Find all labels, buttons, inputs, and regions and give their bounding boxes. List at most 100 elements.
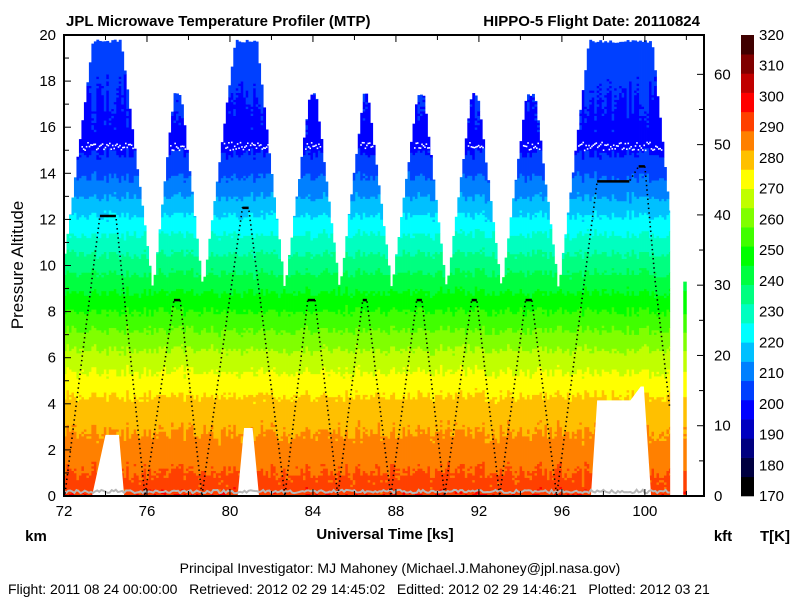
heatmap-cell: [320, 272, 324, 292]
tropopause-marker: [318, 143, 320, 146]
heatmap-cell: [126, 463, 130, 467]
heatmap-cell: [83, 429, 87, 432]
heatmap-cell: [467, 233, 471, 252]
heatmap-cell: [626, 392, 630, 395]
heatmap-cell: [300, 156, 304, 179]
heatmap-cell: [554, 272, 558, 294]
heatmap-cell: [377, 267, 381, 292]
heatmap-cell: [215, 394, 219, 439]
heatmap-cell: [641, 214, 645, 232]
heatmap-cell: [417, 346, 421, 368]
heatmap-cell: [462, 196, 466, 213]
heatmap-cell: [367, 373, 371, 400]
tropopause-marker: [361, 141, 364, 144]
heatmap-cell: [345, 304, 349, 329]
heatmap-cell: [517, 399, 520, 432]
heatmap-cell: [93, 41, 97, 112]
heatmap-cell: [614, 311, 618, 331]
heatmap-cell: [464, 200, 468, 218]
heatmap-cell: [213, 201, 217, 216]
heatmap-cell: [484, 219, 488, 223]
heatmap-cell: [387, 274, 391, 292]
heatmap-cell: [96, 237, 100, 259]
heatmap-cell: [345, 236, 349, 252]
heatmap-cell: [265, 429, 269, 471]
heatmap-cell: [123, 70, 127, 75]
heatmap-cell: [482, 230, 486, 248]
heatmap-cell: [228, 396, 232, 425]
heatmap-cell: [345, 348, 349, 368]
heatmap-cell: [126, 108, 130, 112]
heatmap-cell: [589, 177, 593, 202]
heatmap-cell: [118, 81, 122, 84]
heatmap-cell: [265, 235, 269, 252]
heatmap-cell: [310, 274, 314, 296]
heatmap-cell: [126, 461, 130, 465]
heatmap-cell: [317, 433, 321, 476]
heatmap-cell: [161, 394, 164, 428]
heatmap-cell: [656, 295, 660, 312]
heatmap-cell: [113, 104, 117, 114]
heatmap-cell: [522, 157, 525, 176]
heatmap-cell: [148, 309, 152, 326]
heatmap-cell: [118, 316, 122, 333]
heatmap-cell: [173, 429, 177, 469]
heatmap-cell: [624, 274, 628, 296]
heatmap-cell: [482, 461, 486, 494]
heatmap-cell: [240, 200, 244, 220]
tropopause-marker: [586, 148, 589, 150]
heatmap-cell: [400, 256, 403, 273]
heatmap-cell: [415, 233, 418, 255]
heatmap-cell: [225, 353, 229, 356]
heatmap-cell: [310, 355, 314, 375]
heatmap-cell: [151, 438, 155, 476]
heatmap-cell: [527, 436, 530, 471]
tropopause-marker: [178, 149, 181, 152]
heatmap-cell: [183, 293, 187, 317]
heatmap-cell: [131, 295, 135, 312]
heatmap-cell: [504, 257, 508, 276]
heatmap-cell: [405, 311, 408, 315]
heatmap-cell: [298, 235, 301, 257]
heatmap-cell: [248, 175, 252, 197]
heatmap-cell: [482, 389, 486, 423]
heatmap-cell: [260, 124, 264, 149]
heatmap-cell: [452, 477, 456, 497]
heatmap-cell: [185, 196, 189, 213]
heatmap-cell: [347, 438, 351, 474]
heatmap-cell: [439, 422, 443, 425]
heatmap-cell: [492, 290, 496, 310]
heatmap-cell: [183, 493, 187, 497]
heatmap-cell: [462, 470, 466, 497]
heatmap-cell: [81, 470, 85, 474]
heatmap-cell: [76, 156, 80, 160]
heatmap-cell: [589, 214, 593, 234]
heatmap-cell: [86, 295, 90, 315]
heatmap-cell: [78, 139, 82, 153]
heatmap-cell: [601, 272, 605, 289]
heatmap-cell: [188, 171, 192, 176]
heatmap-cell: [502, 399, 506, 432]
heatmap-cell: [315, 482, 319, 494]
heatmap-cell: [258, 293, 262, 312]
heatmap-cell: [230, 472, 234, 497]
heatmap-cell: [621, 237, 625, 259]
heatmap-cell: [275, 311, 279, 335]
heatmap-cell: [484, 295, 488, 312]
heatmap-cell: [484, 353, 488, 377]
heatmap-cell: [385, 244, 389, 259]
heatmap-cell: [153, 396, 157, 432]
heatmap-cell: [163, 212, 167, 234]
heatmap-cell: [609, 200, 613, 220]
heatmap-cell: [479, 270, 483, 289]
heatmap-cell: [444, 311, 448, 331]
heatmap-cell: [295, 251, 299, 271]
heatmap-cell: [123, 376, 127, 402]
heatmap-cell: [392, 366, 396, 393]
heatmap-cell: [218, 237, 222, 241]
heatmap-cell: [275, 235, 279, 255]
heatmap-cell: [96, 293, 100, 315]
heatmap-cell: [307, 196, 311, 199]
heatmap-cell: [203, 306, 207, 329]
heatmap-cell: [265, 371, 269, 393]
